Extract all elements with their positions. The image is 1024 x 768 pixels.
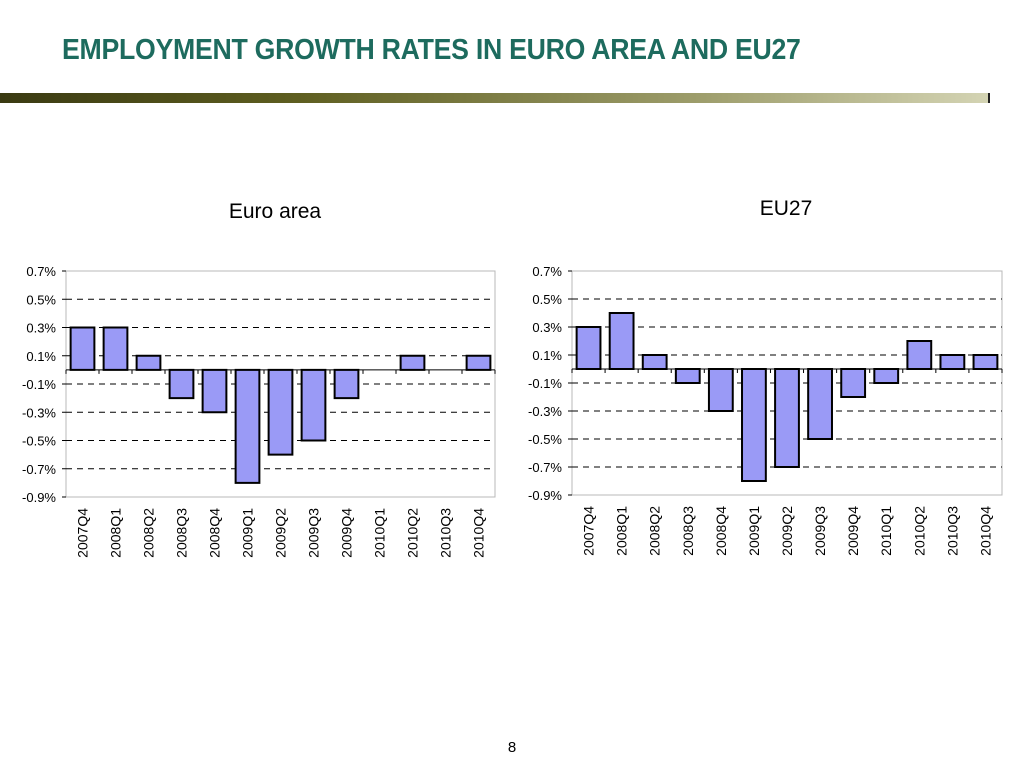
- category-label: 2007Q4: [75, 508, 91, 558]
- y-tick-label: 0.7%: [26, 264, 56, 279]
- category-label: 2008Q3: [174, 508, 190, 558]
- category-label: 2010Q2: [405, 508, 421, 558]
- title-rule: [0, 93, 990, 103]
- y-tick-label: 0.5%: [26, 292, 56, 307]
- category-label: 2010Q3: [438, 508, 454, 558]
- y-tick-label: 0.7%: [532, 264, 562, 279]
- y-tick-label: -0.5%: [22, 434, 56, 449]
- category-label: 2008Q2: [141, 508, 157, 558]
- category-label: 2009Q3: [812, 506, 828, 556]
- y-tick-label: -0.7%: [528, 460, 562, 475]
- chart-title: Euro area: [229, 200, 322, 223]
- bar: [300, 368, 327, 442]
- y-tick-label: -0.3%: [528, 404, 562, 419]
- y-tick-label: 0.5%: [532, 292, 562, 307]
- category-label: 2010Q1: [372, 508, 388, 558]
- y-tick-label: -0.7%: [22, 462, 56, 477]
- category-label: 2010Q2: [911, 506, 927, 556]
- category-label: 2008Q1: [614, 506, 630, 556]
- bar: [333, 368, 360, 400]
- category-label: 2009Q4: [339, 508, 355, 558]
- bar: [707, 368, 734, 412]
- category-label: 2009Q4: [845, 506, 861, 556]
- y-tick-label: -0.9%: [528, 488, 562, 503]
- bar: [69, 326, 96, 371]
- y-tick-label: 0.1%: [532, 348, 562, 363]
- category-label: 2007Q4: [581, 506, 597, 556]
- chart-0: Euro area 0.7% 0.5% 0.3% 0.1% -0.1% -0.3% -0.5%…: [22, 200, 496, 558]
- y-tick-label: 0.1%: [26, 349, 56, 364]
- bar: [774, 368, 800, 468]
- bar: [201, 368, 228, 414]
- y-tick-label: -0.9%: [22, 490, 56, 505]
- category-label: 2010Q4: [471, 508, 487, 558]
- category-label: 2010Q4: [977, 506, 993, 556]
- bar: [102, 326, 129, 371]
- bar: [674, 368, 701, 384]
- category-label: 2009Q2: [779, 506, 795, 556]
- bar: [399, 354, 426, 371]
- chart-title: EU27: [760, 197, 813, 220]
- category-label: 2009Q1: [746, 506, 762, 556]
- category-label: 2010Q1: [878, 506, 894, 556]
- bar: [135, 354, 162, 371]
- y-tick-label: -0.1%: [22, 377, 56, 392]
- category-label: 2008Q2: [647, 506, 663, 556]
- bar: [608, 312, 635, 370]
- y-tick-label: -0.1%: [528, 376, 562, 391]
- category-label: 2008Q1: [108, 508, 124, 558]
- bar: [641, 354, 668, 370]
- bar: [906, 340, 933, 370]
- category-label: 2009Q1: [240, 508, 256, 558]
- bar: [807, 368, 833, 440]
- bar: [840, 368, 867, 398]
- category-label: 2009Q2: [273, 508, 289, 558]
- page-number: 8: [507, 739, 517, 756]
- category-label: 2008Q3: [680, 506, 696, 556]
- category-label: 2010Q3: [944, 506, 960, 556]
- y-tick-label: -0.3%: [22, 405, 56, 420]
- bar: [575, 326, 602, 370]
- bar: [168, 368, 195, 400]
- category-label: 2008Q4: [207, 508, 223, 558]
- title-rule-end: [988, 93, 990, 103]
- y-tick-label: 0.3%: [532, 320, 562, 335]
- bar: [234, 368, 261, 484]
- chart-1: EU27 0.7% 0.5% 0.3% 0.1% -0.1% -0.3% -0.5% -0.7%…: [528, 197, 1003, 556]
- y-tick-label: -0.5%: [528, 432, 562, 447]
- y-tick-label: 0.3%: [26, 321, 56, 336]
- bar: [465, 354, 492, 371]
- slide-title: EMPLOYMENT GROWTH RATES IN EURO AREA AND…: [62, 34, 801, 66]
- bar: [873, 368, 900, 384]
- bar: [939, 354, 966, 370]
- category-label: 2009Q3: [306, 508, 322, 558]
- bar: [741, 368, 767, 482]
- bar: [267, 368, 294, 456]
- bar: [972, 354, 999, 370]
- category-label: 2008Q4: [713, 506, 729, 556]
